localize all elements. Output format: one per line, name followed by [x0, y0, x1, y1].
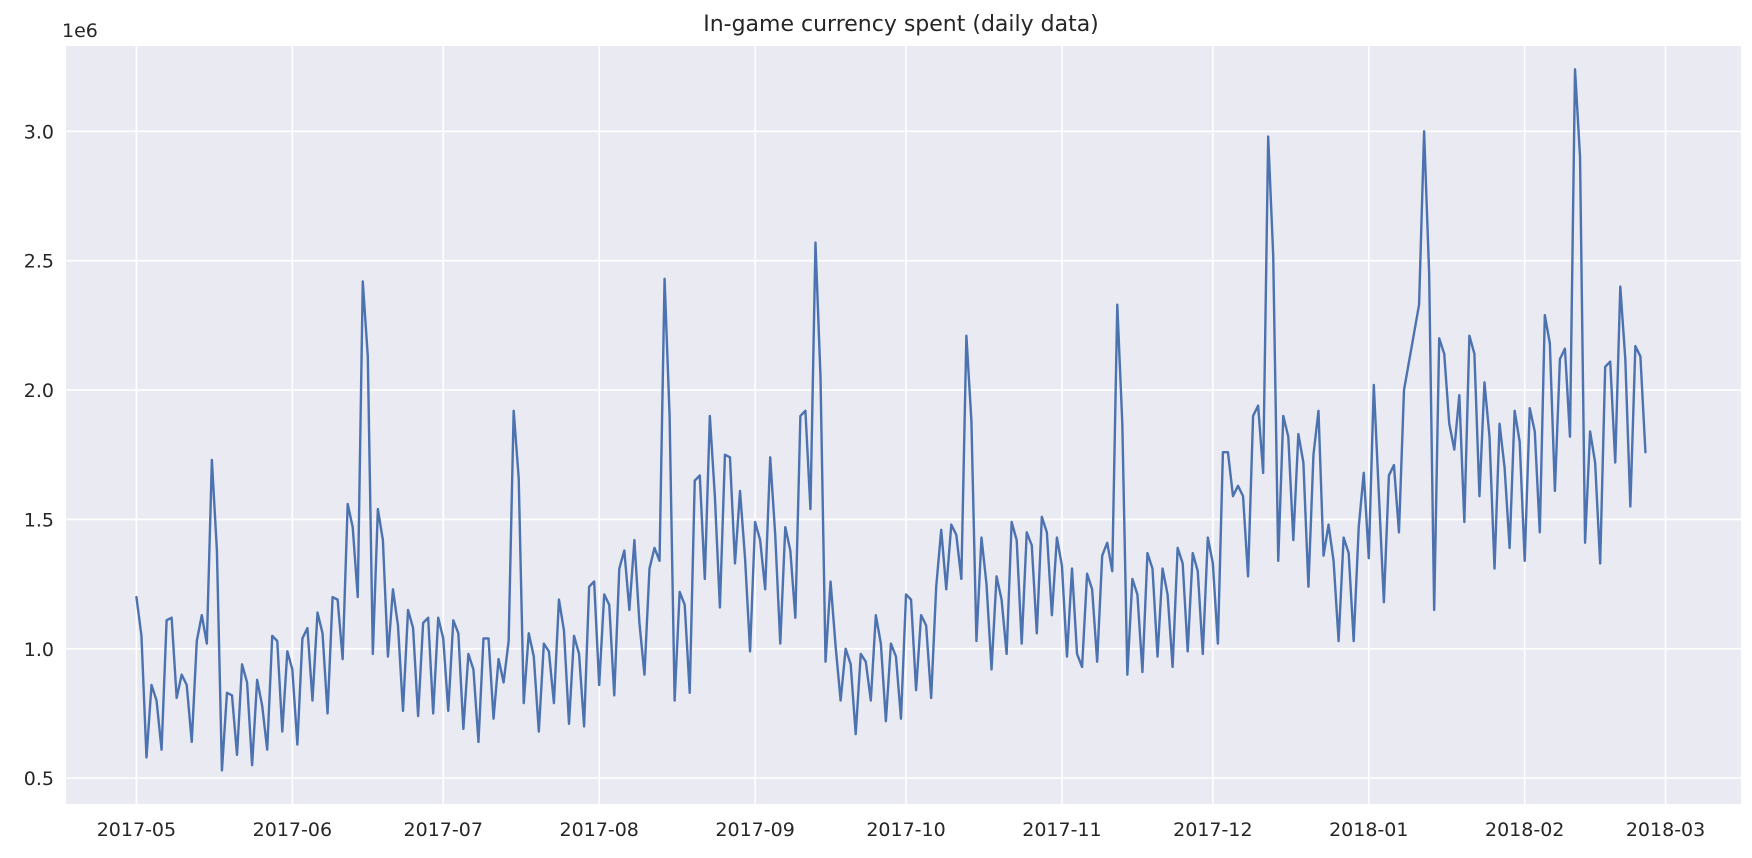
series-layer — [135, 68, 1647, 772]
series-line — [135, 68, 1647, 772]
x-tick-label: 2017-08 — [559, 819, 638, 841]
x-axis-tick-labels: 2017-05 2017-06 2017-07 2017-08 2017-09 2017-… — [97, 819, 1706, 841]
x-tick-label: 2017-11 — [1022, 819, 1101, 841]
y-tick-label: 0.5 — [24, 768, 54, 790]
y-tick-label: 2.5 — [24, 251, 54, 273]
x-tick-label: 2017-05 — [97, 819, 176, 841]
plot-area — [66, 46, 1741, 804]
y-axis-offset-label: 1e6 — [62, 20, 98, 42]
x-tick-label: 2017-07 — [404, 819, 483, 841]
y-tick-label: 2.0 — [24, 380, 54, 402]
x-tick-label: 2017-09 — [715, 819, 794, 841]
x-tick-label: 2017-06 — [253, 819, 332, 841]
y-tick-label: 1.0 — [24, 639, 54, 661]
chart-title: In-game currency spent (daily data) — [703, 12, 1099, 37]
y-axis-tick-labels: 0.5 1.0 1.5 2.0 2.5 3.0 — [24, 121, 54, 790]
x-tick-label: 2018-02 — [1485, 819, 1564, 841]
y-tick-label: 3.0 — [24, 121, 54, 143]
x-tick-label: 2017-12 — [1173, 819, 1252, 841]
x-tick-label: 2018-03 — [1626, 819, 1705, 841]
x-tick-label: 2018-01 — [1329, 819, 1408, 841]
x-tick-label: 2017-10 — [866, 819, 945, 841]
y-tick-label: 1.5 — [24, 509, 54, 531]
